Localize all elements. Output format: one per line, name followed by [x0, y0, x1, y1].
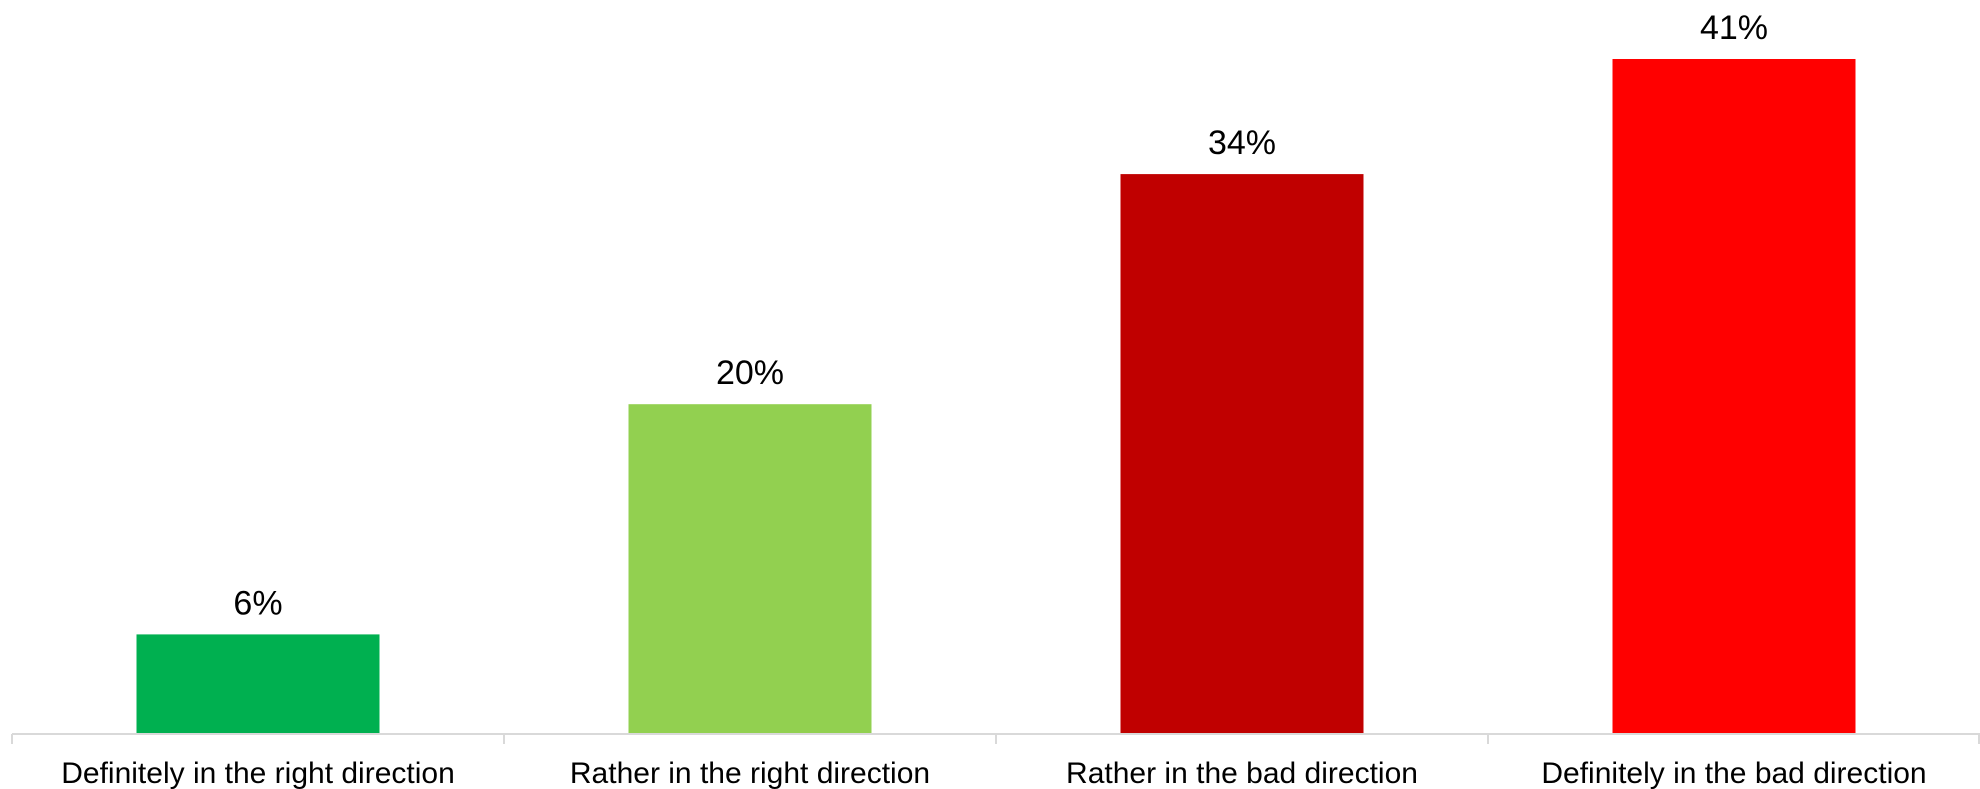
category-label-4: Definitely in the bad direction	[1541, 757, 1926, 789]
data-label-2: 20%	[716, 354, 784, 392]
category-label-2: Rather in the right direction	[570, 757, 930, 789]
bar-3	[1120, 174, 1364, 734]
data-label-4: 41%	[1700, 9, 1768, 47]
category-label-3: Rather in the bad direction	[1066, 757, 1418, 789]
bar-4	[1612, 59, 1856, 733]
data-label-1: 6%	[233, 584, 282, 622]
data-label-3: 34%	[1208, 124, 1276, 162]
bars-layer	[136, 59, 1856, 734]
bar-2	[628, 404, 872, 733]
labels-layer: 6% Definitely in the right direction 20% Ra…	[61, 9, 1926, 789]
x-axis	[11, 733, 1980, 744]
category-label-1: Definitely in the right direction	[61, 757, 455, 789]
bar-1	[136, 634, 380, 733]
